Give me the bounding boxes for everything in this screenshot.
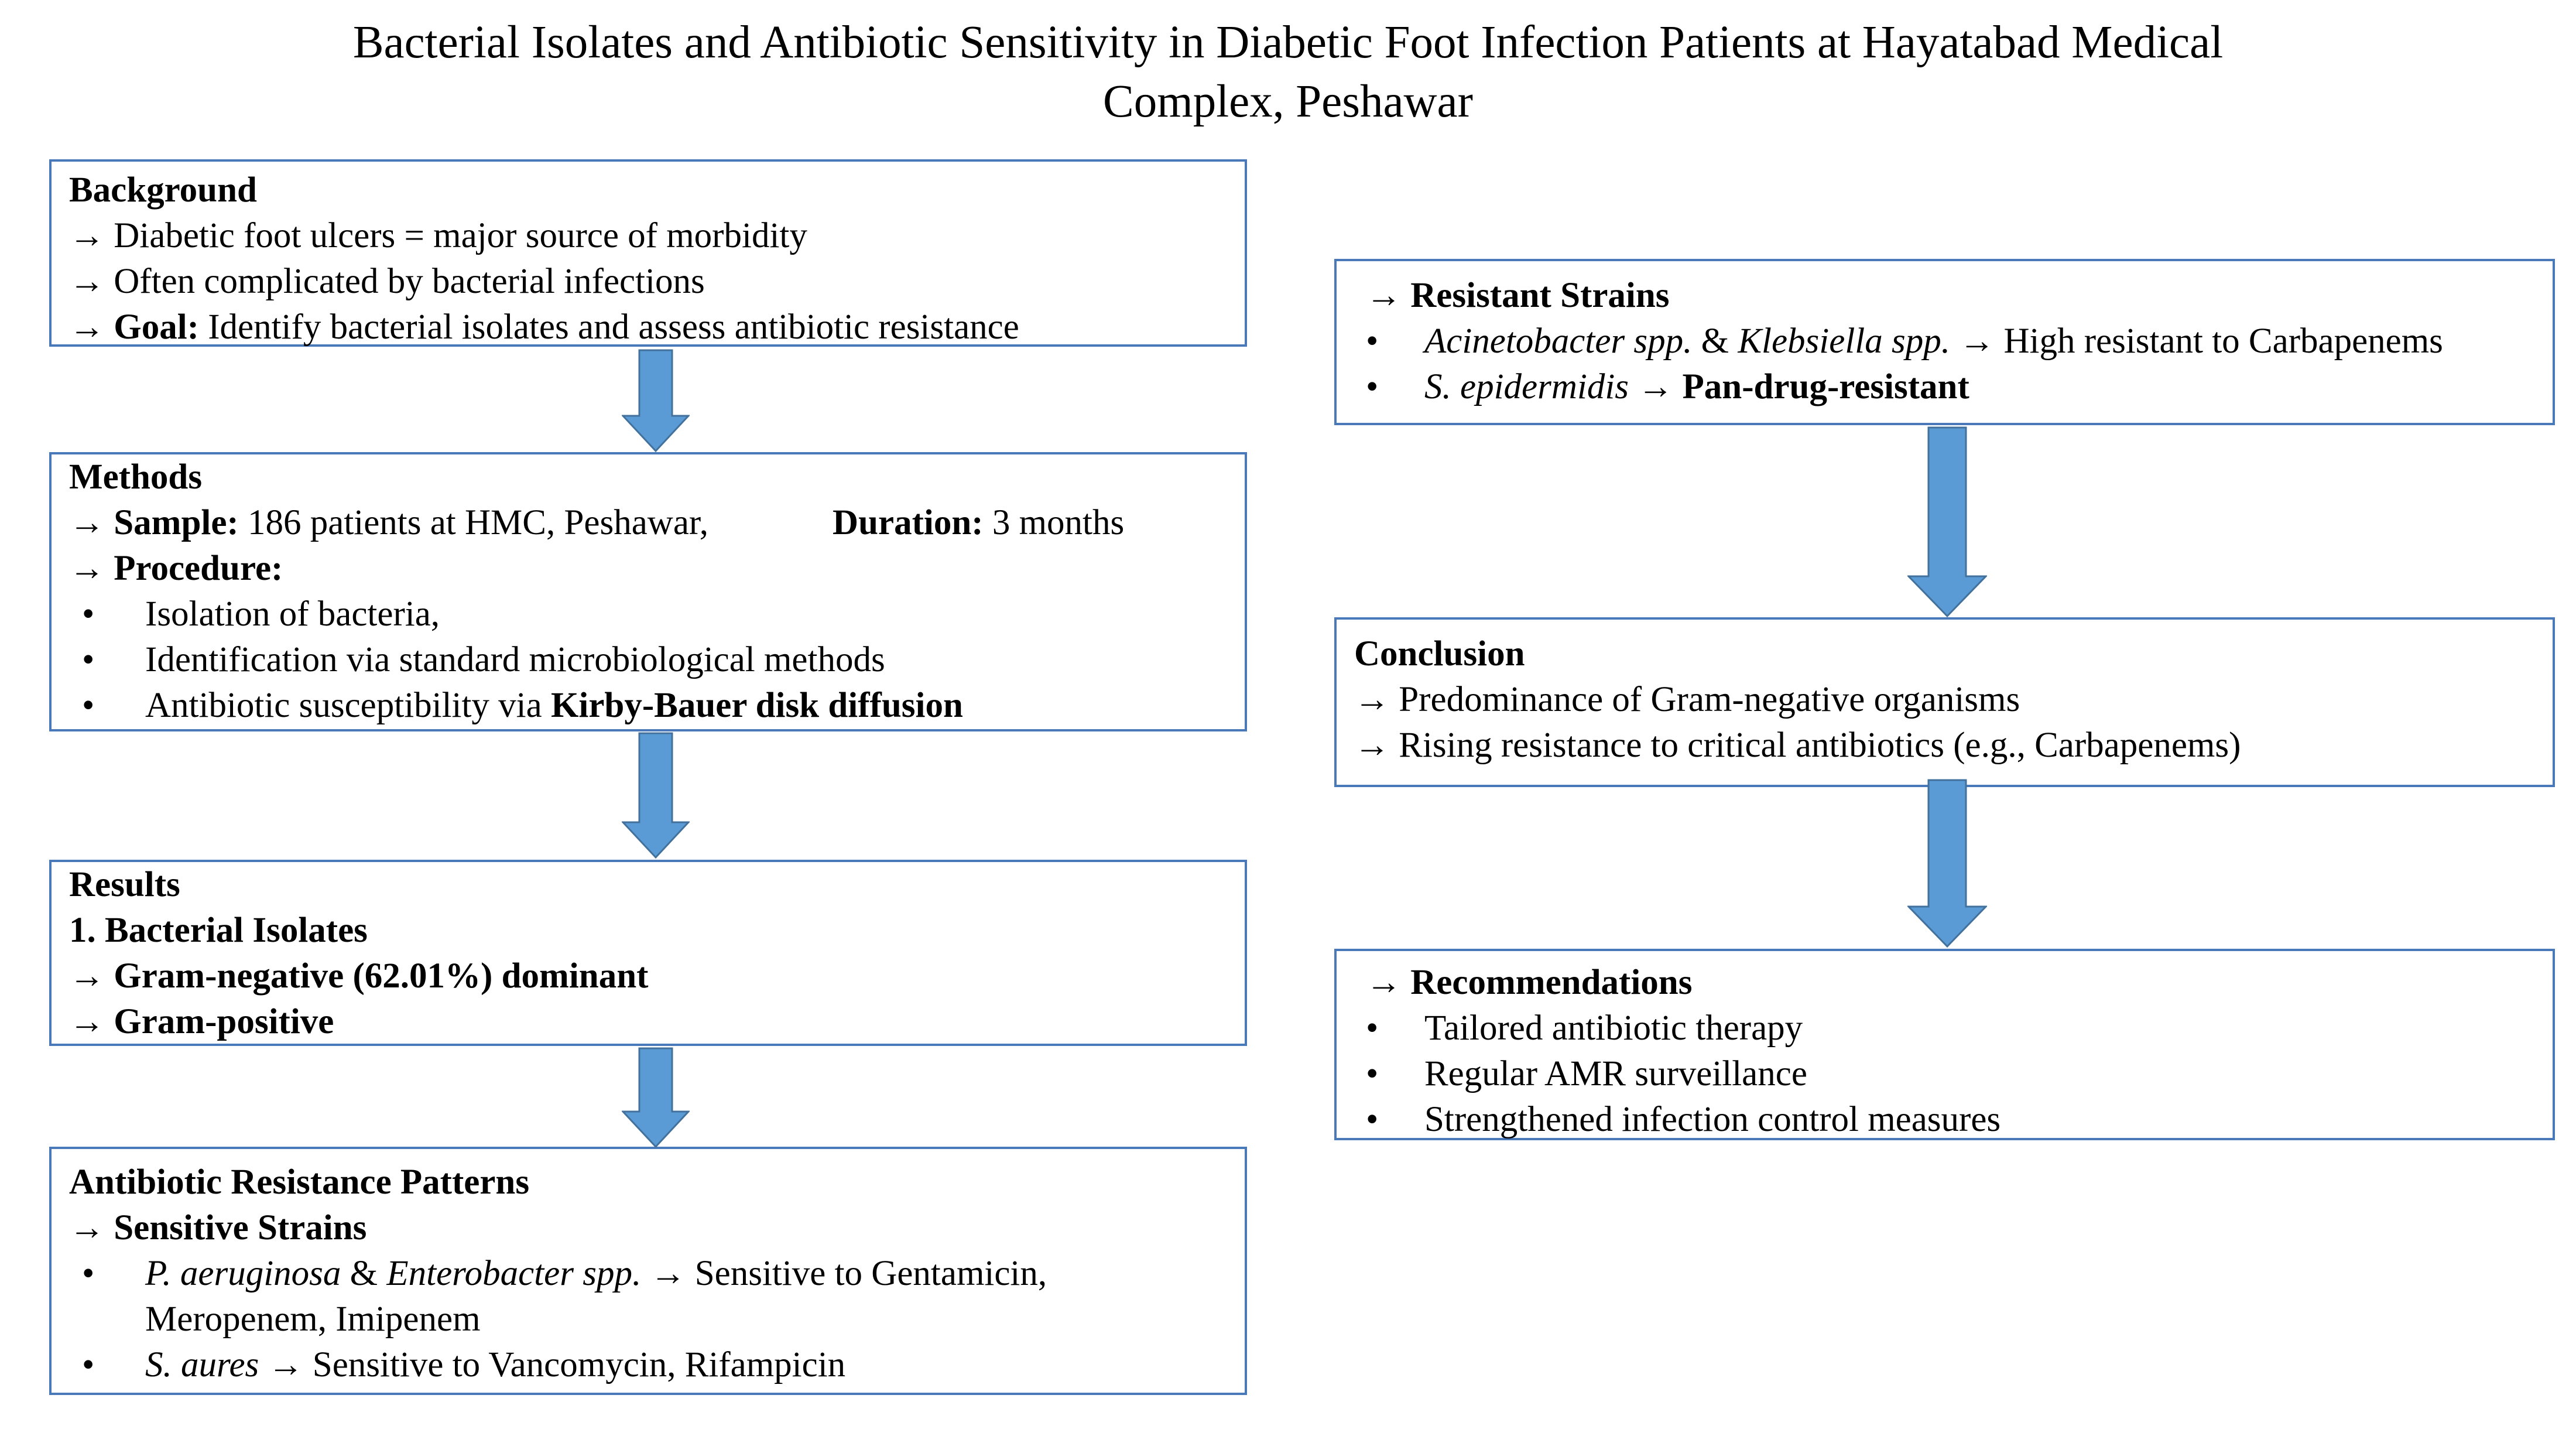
background-item-2: → Often complicated by bacterial infecti…	[69, 262, 705, 301]
bullet-glyph: •	[82, 686, 95, 725]
procedure-step-3: • Antibiotic susceptibility via Kirby-Bau…	[69, 683, 1227, 729]
arrow-glyph: →	[69, 956, 105, 996]
results-heading: Results	[69, 865, 180, 904]
methods-box: Methods → Sample: 186 patients at HMC, P…	[49, 452, 1247, 731]
bullet-glyph: •	[1366, 1100, 1379, 1139]
arrow-glyph: →	[1366, 276, 1402, 315]
bullet-glyph: •	[1366, 367, 1379, 406]
background-box: Background → Diabetic foot ulcers = majo…	[49, 159, 1247, 347]
goal-label: Goal:	[105, 307, 199, 347]
duration-label: Duration:	[833, 503, 984, 542]
bullet-glyph: •	[82, 1254, 95, 1293]
recommendations-box: → Recommendations • Tailored antibiotic t…	[1334, 949, 2555, 1140]
patterns-box: Antibiotic Resistance Patterns → Sensiti…	[49, 1147, 1247, 1395]
results-box: Results 1. Bacterial Isolates → Gram-neg…	[49, 860, 1247, 1046]
title-line-2: Complex, Peshawar	[1103, 76, 1473, 127]
methods-sample-row: → Sample: 186 patients at HMC, Peshawar,…	[69, 500, 1227, 546]
sample-label: Sample:	[105, 503, 239, 542]
bullet-glyph: •	[1366, 322, 1379, 361]
title-line-1: Bacterial Isolates and Antibiotic Sensit…	[352, 17, 2224, 68]
bullet-glyph: •	[1366, 1054, 1379, 1093]
flow-arrow-background-to-methods	[622, 349, 690, 452]
background-heading: Background	[69, 170, 257, 210]
arrow-glyph: →	[69, 503, 105, 542]
conclusion-item-1: → Predominance of Gram-negative organism…	[1354, 680, 2020, 719]
conclusion-heading: Conclusion	[1354, 634, 1525, 673]
background-goal: → Goal: Identify bacterial isolates and …	[69, 305, 1227, 350]
resistant-item-1: • Acinetobacter spp. & Klebsiella spp. → …	[1366, 319, 2523, 364]
recommendation-item-3: • Strengthened infection control measures	[1366, 1097, 2523, 1143]
conclusion-box: Conclusion → Predominance of Gram-negati…	[1334, 617, 2555, 787]
bullet-glyph: •	[82, 594, 95, 634]
results-subheading: 1. Bacterial Isolates	[69, 911, 368, 950]
arrow-glyph: →	[69, 307, 105, 347]
recommendation-item-2: • Regular AMR surveillance	[1366, 1051, 2523, 1097]
arrow-glyph: →	[1366, 963, 1402, 1002]
sensitive-heading: → Sensitive Strains	[69, 1208, 367, 1247]
resistant-box: → Resistant Strains • Acinetobacter spp. …	[1334, 259, 2555, 425]
conclusion-item-2: → Rising resistance to critical antibiot…	[1354, 726, 2241, 765]
resistant-heading: → Resistant Strains	[1366, 276, 1670, 315]
flow-arrow-methods-to-results	[622, 732, 690, 859]
duration-text: 3 months	[983, 503, 1125, 542]
bullet-glyph: •	[1366, 1008, 1379, 1048]
flow-arrow-results-to-patterns	[622, 1047, 690, 1148]
arrow-glyph: →	[1354, 726, 1390, 765]
recommendations-heading: → Recommendations	[1366, 963, 1693, 1002]
resistant-item-2: • S. epidermidis → Pan-drug-resistant	[1366, 364, 2523, 410]
bullet-glyph: •	[82, 640, 95, 679]
background-item-1: → Diabetic foot ulcers = major source of…	[69, 216, 807, 255]
bullet-glyph: •	[82, 1345, 95, 1384]
results-item-2: → Gram-positive	[69, 1002, 334, 1041]
recommendation-item-1: • Tailored antibiotic therapy	[1366, 1006, 2523, 1051]
flow-arrow-resistant-to-conclusion	[1907, 426, 1987, 617]
arrow-glyph: →	[69, 549, 105, 588]
sensitive-item-1: • P. aeruginosa & Enterobacter spp. → Sen…	[69, 1251, 1227, 1342]
procedure-step-2: • Identification via standard microbiolog…	[69, 637, 1227, 683]
page-title: Bacterial Isolates and Antibiotic Sensit…	[0, 13, 2576, 131]
arrow-glyph: →	[69, 216, 105, 255]
goal-text: Identify bacterial isolates and assess a…	[198, 307, 1019, 347]
methods-procedure: → Procedure:	[69, 549, 283, 588]
arrow-glyph: →	[69, 1002, 105, 1041]
arrow-glyph: →	[69, 1208, 105, 1247]
sample-text: 186 patients at HMC, Peshawar,	[238, 503, 709, 542]
arrow-glyph: →	[69, 262, 105, 301]
results-item-1: → Gram-negative (62.01%) dominant	[69, 956, 649, 996]
arrow-glyph: →	[1354, 680, 1390, 719]
sensitive-item-2: • S. aures → Sensitive to Vancomycin, Rif…	[69, 1342, 1227, 1388]
flow-arrow-conclusion-to-recommendations	[1907, 779, 1987, 948]
procedure-step-1: • Isolation of bacteria,	[69, 592, 1227, 637]
patterns-heading: Antibiotic Resistance Patterns	[69, 1163, 530, 1202]
methods-heading: Methods	[69, 457, 203, 497]
